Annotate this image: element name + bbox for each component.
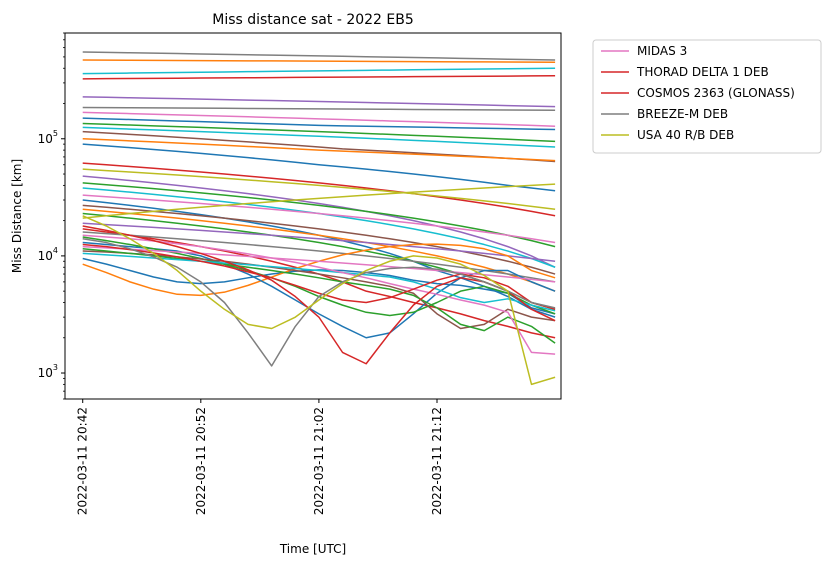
series-line-24 xyxy=(82,194,556,244)
y-axis-label: Miss Distance [km] xyxy=(10,159,24,273)
series-line-10 xyxy=(82,96,556,108)
series-line-8 xyxy=(82,67,556,75)
x-tick-label-2: 2022-03-11 20:52 xyxy=(194,407,208,515)
series-line-17 xyxy=(82,138,556,162)
series-line-2 xyxy=(82,225,556,365)
series-line-12 xyxy=(82,111,556,127)
series-line-32 xyxy=(82,231,556,283)
x-tick-label-4: 2022-03-11 21:12 xyxy=(430,407,444,515)
y-tick-label-2: 104 xyxy=(38,246,58,263)
series-line-14 xyxy=(82,122,556,143)
series-lines xyxy=(82,51,556,386)
series-line-40 xyxy=(82,245,556,283)
series-line-30 xyxy=(82,222,556,262)
series-line-19 xyxy=(82,162,556,217)
series-line-3 xyxy=(82,243,556,311)
legend-box xyxy=(592,39,822,154)
series-line-5 xyxy=(82,215,556,386)
series-line-22 xyxy=(82,182,556,248)
series-line-35 xyxy=(82,241,556,339)
legend-label-1: MIDAS 3 xyxy=(637,44,687,58)
series-line-21 xyxy=(82,175,556,268)
legend-label-5: USA 40 R/B DEB xyxy=(637,128,734,142)
series-line-7 xyxy=(82,59,556,64)
series-line-6 xyxy=(82,51,556,61)
x-axis-ticks: 2022-03-11 20:42 2022-03-11 20:52 2022-03-… xyxy=(76,399,444,515)
chart-title: Miss distance sat - 2022 EB5 xyxy=(212,12,414,28)
series-line-15 xyxy=(82,126,556,148)
legend-label-2: THORAD DELTA 1 DEB xyxy=(636,65,769,79)
y-axis-ticks: 103 104 105 xyxy=(38,32,65,400)
legend: MIDAS 3 THORAD DELTA 1 DEB COSMOS 2363 (GL… xyxy=(592,39,822,154)
series-line-20 xyxy=(82,168,556,211)
x-tick-label-1: 2022-03-11 20:42 xyxy=(76,407,90,515)
series-line-38 xyxy=(82,248,556,344)
series-line-13 xyxy=(82,117,556,131)
legend-label-3: COSMOS 2363 (GLONASS) xyxy=(637,86,795,100)
plot-frame xyxy=(64,32,562,400)
series-line-11 xyxy=(82,106,556,112)
series-line-4 xyxy=(82,238,556,367)
legend-label-4: BREEZE-M DEB xyxy=(637,107,728,121)
x-tick-label-3: 2022-03-11 21:02 xyxy=(312,407,326,515)
x-axis-label: Time [UTC] xyxy=(279,542,346,556)
series-line-26 xyxy=(82,204,556,275)
y-tick-label-3: 105 xyxy=(38,129,58,146)
series-line-27 xyxy=(82,208,556,292)
y-tick-label-1: 103 xyxy=(38,363,58,380)
series-line-29 xyxy=(82,183,556,219)
series-line-18 xyxy=(82,143,556,192)
series-line-9 xyxy=(82,75,556,80)
series-line-37 xyxy=(82,250,556,330)
